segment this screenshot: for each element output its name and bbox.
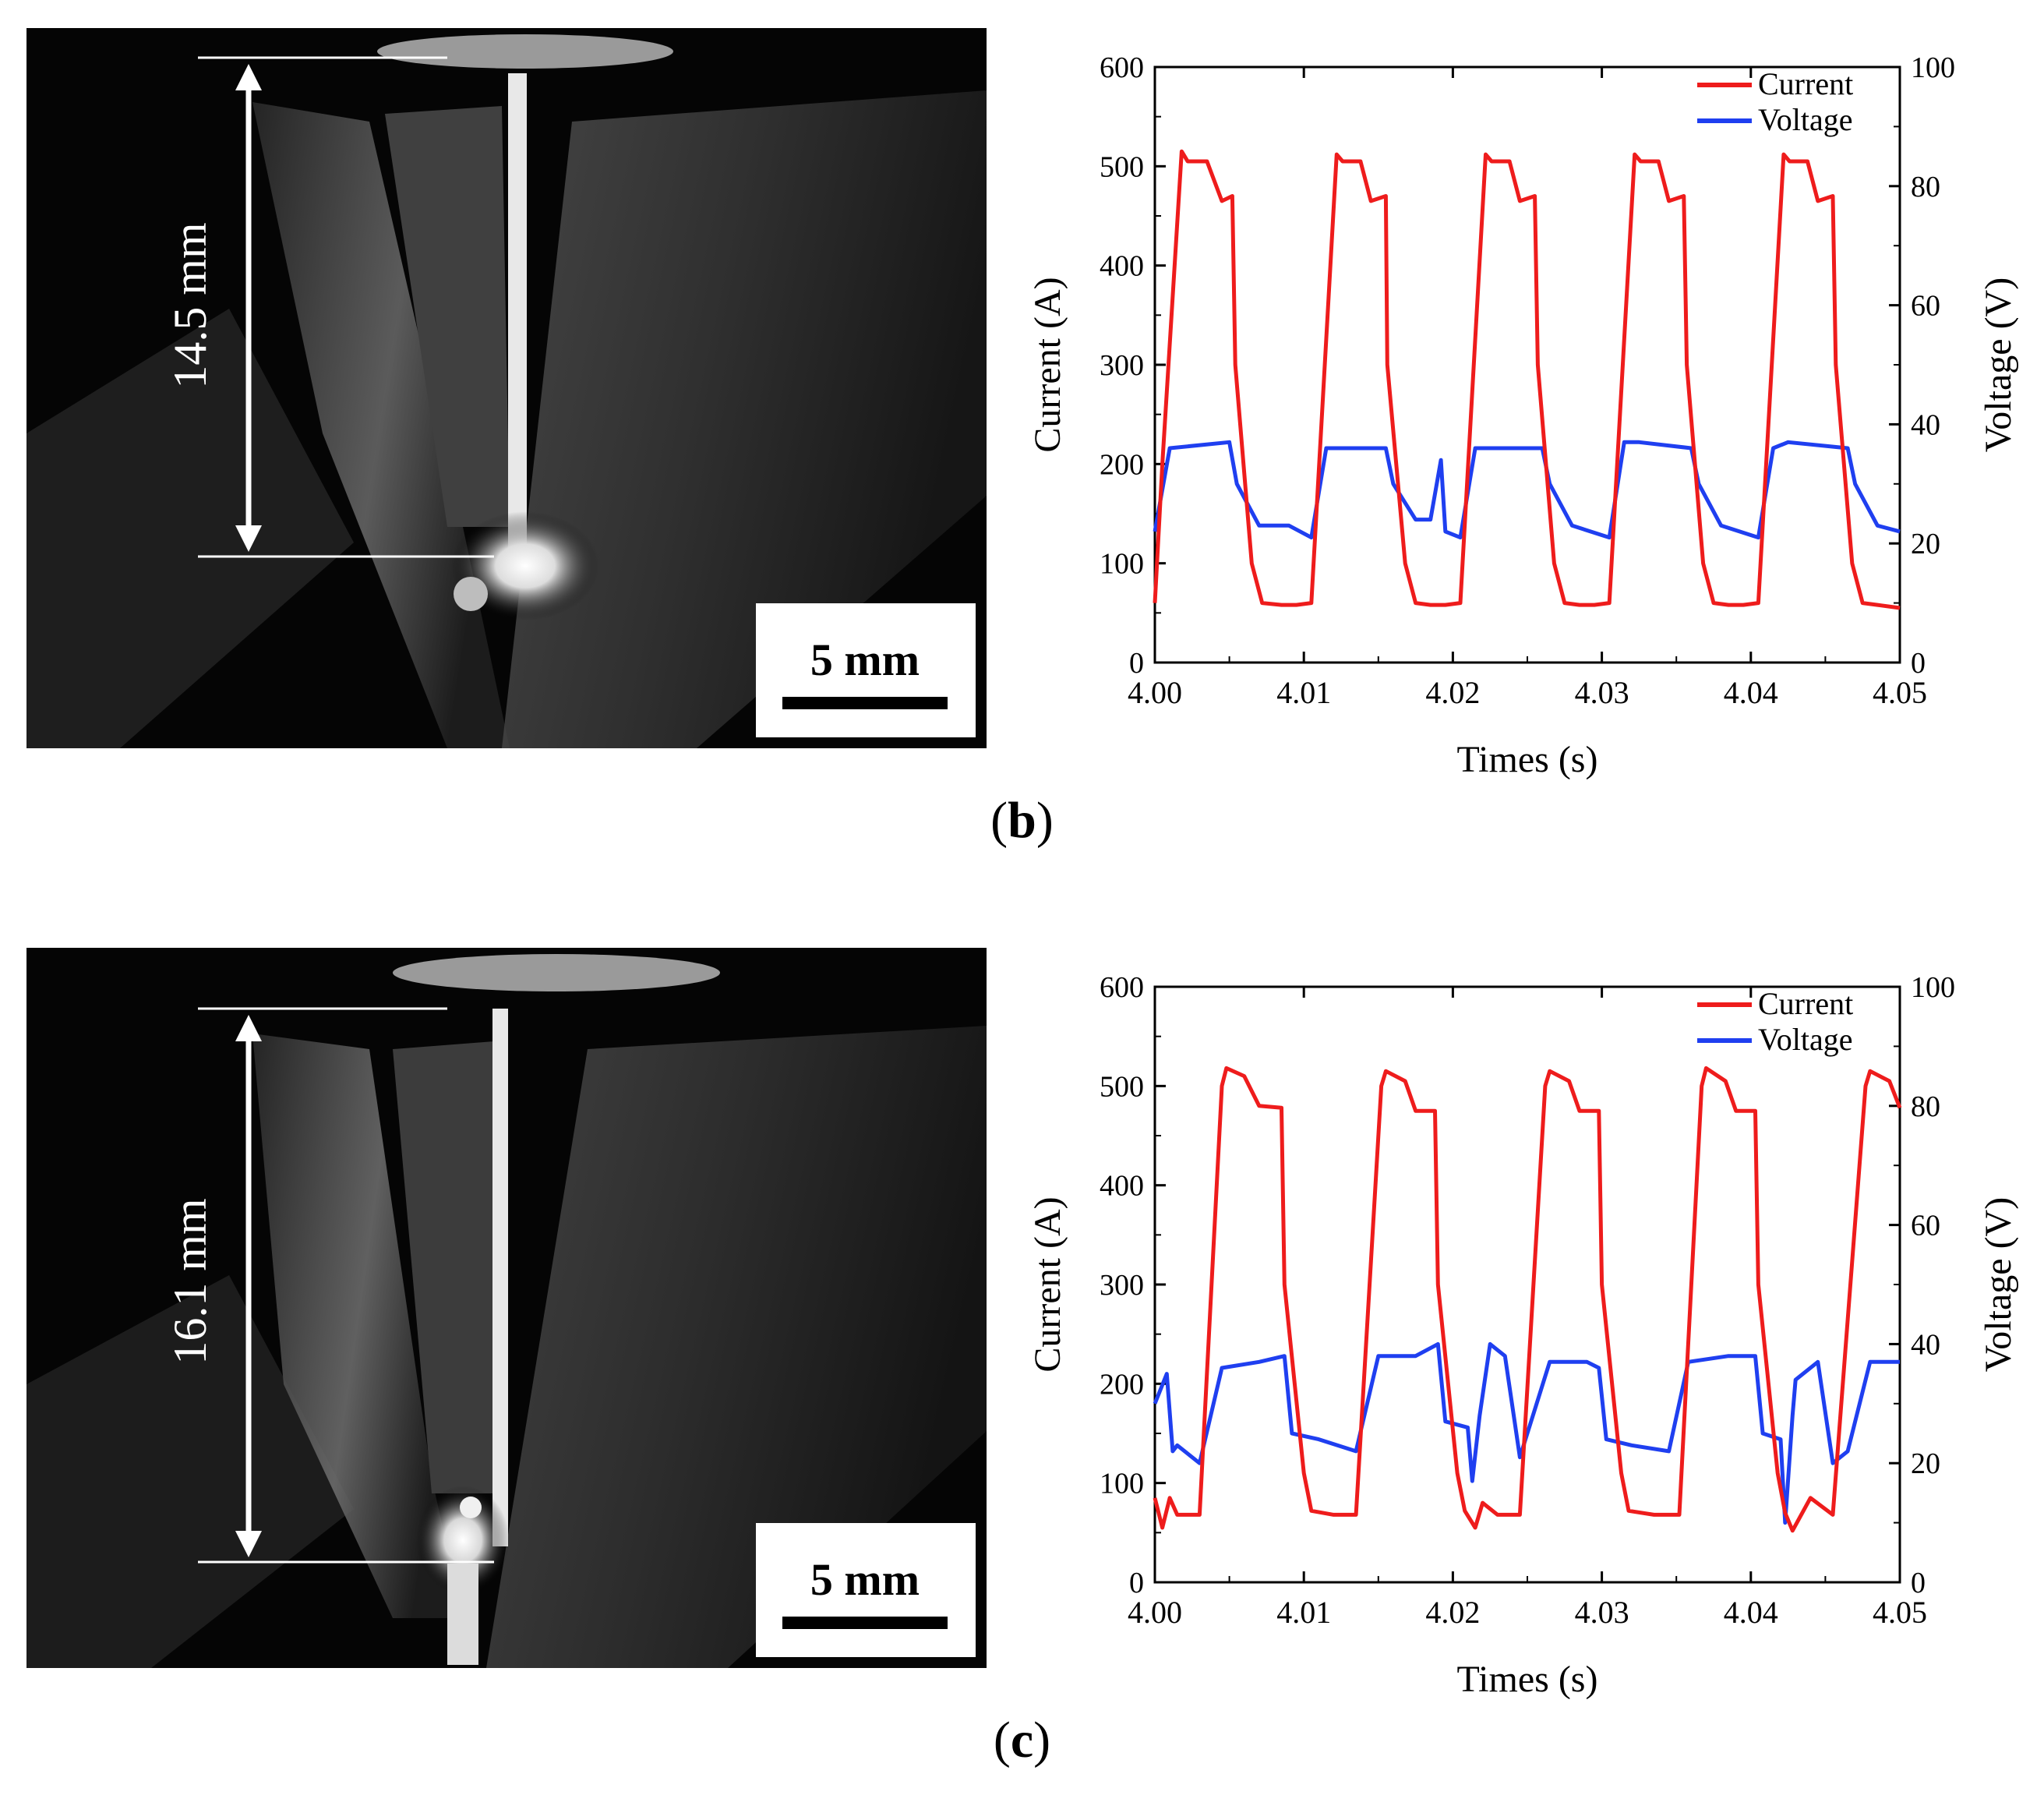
groove-right-wall [502,90,987,748]
panel-label-open: ( [990,792,1008,849]
y2-tick-label: 0 [1911,1567,1926,1599]
y-tick-label: 400 [1100,250,1144,283]
x-tick-label: 4.04 [1724,675,1778,710]
y-tick-label: 300 [1100,349,1144,382]
series-line-current [1153,1065,1902,1533]
groove-left-wall [252,102,510,748]
panel-label-letter: b [1008,792,1036,849]
welding-wire [492,1009,508,1546]
x-tick-label: 4.01 [1276,1595,1331,1630]
y-tick-label: 600 [1100,971,1144,1004]
y-tick-label: 200 [1100,1368,1144,1401]
y2-tick-label: 80 [1911,171,1940,203]
panel-label: (c) [0,1711,2044,1770]
y2-tick-label: 20 [1911,528,1940,560]
x-tick-label: 4.00 [1128,1595,1182,1630]
y-tick-label: 200 [1100,448,1144,481]
y-axis-label: Current (A) [1027,277,1068,452]
groove-center [393,1041,502,1493]
weld-arc-photo: 16.1 mm 5 mm [26,948,987,1668]
panel-label-letter: c [1010,1712,1034,1769]
current-voltage-chart: 4.00 4.01 4.02 4.03 4.04 4.050100200300400500… [1027,51,2019,780]
scale-bar-box [756,603,976,737]
welding-wire [508,73,527,557]
y2-tick-label: 40 [1911,408,1940,441]
legend-label-voltage: Voltage [1758,1022,1852,1057]
arrow-head-top [235,1015,262,1041]
arrow-head-bottom [235,1531,262,1557]
figure-panel-c: 16.1 mm 5 mm 4.00 4.01 4.02 4.03 4.04 4.05 0 10… [0,920,2044,1777]
x-tick-label: 4.05 [1873,1595,1927,1630]
scale-bar-label: 5 mm [810,634,920,685]
workpiece-shadow [26,309,354,748]
x-tick-label: 4.01 [1276,675,1331,710]
measure-label: 16.1 mm [164,1198,216,1364]
groove-left-wall [252,1034,463,1618]
y2-tick-label: 80 [1911,1090,1940,1123]
y-tick-label: 400 [1100,1170,1144,1203]
x-axis-label: Times (s) [1457,1659,1598,1700]
nozzle-edge [393,954,720,991]
arc-column [447,1564,478,1665]
nozzle-edge [377,34,673,69]
x-tick-label: 4.03 [1575,675,1629,710]
x-tick-label: 4.03 [1575,1595,1629,1630]
y-tick-label: 600 [1100,51,1144,84]
panel-label-close: ) [1033,1712,1051,1769]
droplet [460,1497,482,1518]
y2-axis-label: Voltage (V) [1978,277,2019,452]
arrow-head-top [235,64,262,90]
y-tick-label: 100 [1100,1468,1144,1500]
panel-label-open: ( [993,1712,1011,1769]
y-tick-label: 100 [1100,548,1144,581]
panel-label-close: ) [1036,792,1054,849]
arrow-head-bottom [235,525,262,552]
x-tick-label: 4.00 [1128,675,1182,710]
series-line-current [1153,149,1901,610]
legend-label-voltage: Voltage [1758,102,1852,137]
welding-arc [451,511,599,620]
groove-right-wall [486,1026,987,1668]
x-axis-label: Times (s) [1457,739,1598,780]
y-tick-label: 0 [1129,1567,1144,1599]
welding-arc [416,1486,510,1595]
groove-center [385,106,510,527]
measure-label: 14.5 mm [164,222,216,388]
scale-bar-label: 5 mm [810,1554,920,1605]
workpiece-shadow [26,1275,354,1668]
y2-tick-label: 20 [1911,1447,1940,1480]
scale-bar [782,1617,948,1629]
y2-tick-label: 60 [1911,290,1940,323]
scale-bar [782,697,948,709]
panel-label: (b) [0,791,2044,850]
y2-tick-label: 40 [1911,1328,1940,1361]
x-tick-label: 4.02 [1425,675,1480,710]
figure-panel-b: 14.5 mm 5 mm 4.00 4.01 4.02 4.03 4.04 4.05 0 10… [0,0,2044,857]
y-tick-label: 300 [1100,1269,1144,1302]
current-voltage-chart: 4.00 4.01 4.02 4.03 4.04 4.050100200300400500… [1027,971,2019,1700]
y-tick-label: 500 [1100,150,1144,183]
x-tick-label: 4.05 [1873,675,1927,710]
legend-label-current: Current [1758,66,1853,101]
y-tick-label: 500 [1100,1070,1144,1103]
y2-axis-label: Voltage (V) [1978,1197,2019,1372]
y2-tick-label: 0 [1911,647,1926,680]
droplet [454,577,488,611]
series-line-voltage [1153,440,1901,540]
legend-label-current: Current [1758,986,1853,1021]
y2-tick-label: 60 [1911,1210,1940,1242]
y2-tick-label: 100 [1911,51,1955,84]
weld-arc-photo: 14.5 mm 5 mm [26,28,987,748]
series-line-voltage [1153,1341,1900,1525]
x-tick-label: 4.04 [1724,1595,1778,1630]
plot-frame [1153,65,1901,664]
y2-tick-label: 100 [1911,971,1955,1004]
scale-bar-box [756,1523,976,1657]
y-tick-label: 0 [1129,647,1144,680]
x-tick-label: 4.02 [1425,1595,1480,1630]
y-axis-label: Current (A) [1027,1196,1068,1372]
